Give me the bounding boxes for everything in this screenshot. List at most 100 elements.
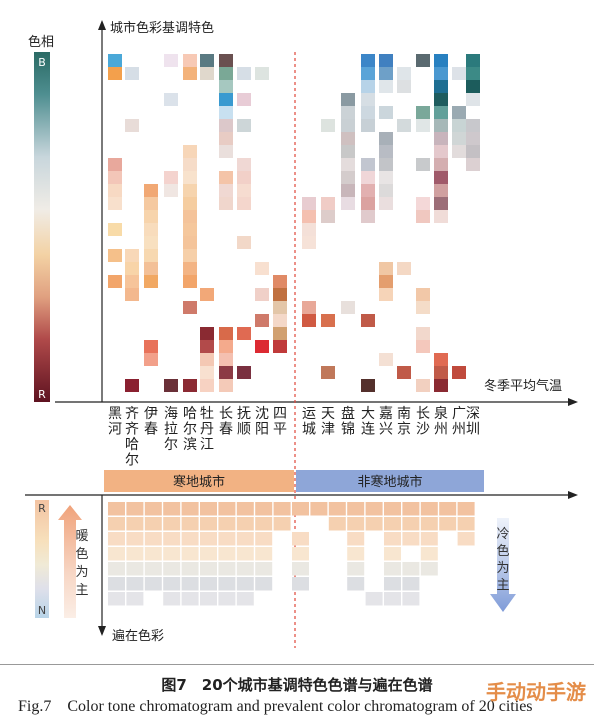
prevalent-swatch xyxy=(236,532,254,546)
tone-swatch xyxy=(434,54,448,67)
city-label-char: 津 xyxy=(321,422,335,438)
prevalent-swatch xyxy=(163,562,181,576)
tone-swatch xyxy=(397,366,411,379)
tone-swatch xyxy=(108,158,122,171)
prevalent-swatch xyxy=(181,517,199,531)
tone-swatch xyxy=(361,171,375,184)
tone-swatch xyxy=(273,340,287,353)
prevalent-swatch xyxy=(181,562,199,576)
tone-swatch xyxy=(341,106,355,119)
prevalent-swatch xyxy=(292,547,309,561)
tone-swatch xyxy=(200,353,214,366)
tone-swatch xyxy=(219,379,233,392)
tone-swatch xyxy=(416,301,430,314)
tone-swatch xyxy=(321,197,335,210)
y-axis-top-arrow xyxy=(98,20,106,30)
tone-swatch xyxy=(321,119,335,132)
tone-swatch xyxy=(397,262,411,275)
tone-swatch xyxy=(434,119,448,132)
tone-swatch xyxy=(144,236,158,249)
tone-swatch xyxy=(379,106,393,119)
tone-swatch xyxy=(379,132,393,145)
city-label-char: 黑 xyxy=(108,406,122,422)
prevalent-swatch xyxy=(292,532,309,546)
tone-swatch xyxy=(379,275,393,288)
tone-swatch xyxy=(125,379,139,392)
city-label-char: 嘉 xyxy=(379,406,393,422)
prevalent-swatch xyxy=(126,547,144,561)
tone-swatch xyxy=(434,184,448,197)
prevalent-swatch xyxy=(255,502,273,516)
tone-swatch xyxy=(397,67,411,80)
tone-swatch xyxy=(416,327,430,340)
tone-swatch xyxy=(452,106,466,119)
prevalent-swatch xyxy=(108,562,125,576)
tone-swatch xyxy=(434,379,448,392)
tone-swatch xyxy=(361,379,375,392)
prevalent-swatch xyxy=(347,532,365,546)
tone-swatch xyxy=(452,119,466,132)
arrow-text-char: 色 xyxy=(496,543,509,559)
prevalent-swatch xyxy=(144,517,162,531)
tone-swatch xyxy=(255,67,269,80)
prevalent-swatch xyxy=(181,547,199,561)
tone-swatch xyxy=(361,80,375,93)
tone-swatch xyxy=(302,301,316,314)
second-axis-arrow xyxy=(568,491,578,499)
tone-swatch xyxy=(379,54,393,67)
prevalent-swatch xyxy=(255,547,273,561)
prevalent-swatch xyxy=(420,502,438,516)
tone-swatch xyxy=(452,67,466,80)
tone-swatch xyxy=(273,314,287,327)
tone-swatch xyxy=(219,327,233,340)
tone-swatch xyxy=(144,210,158,223)
tone-swatch xyxy=(379,262,393,275)
tone-swatch xyxy=(379,197,393,210)
tone-swatch xyxy=(273,301,287,314)
tone-swatch xyxy=(219,119,233,132)
tone-swatch xyxy=(379,184,393,197)
prevalent-swatch xyxy=(255,517,273,531)
prevalent-swatch xyxy=(420,532,438,546)
tone-swatch xyxy=(237,197,251,210)
warm-arrow xyxy=(58,505,82,618)
city-label-char: 尔 xyxy=(164,437,178,453)
cool-arrow xyxy=(490,518,516,612)
city-label-char: 平 xyxy=(273,422,287,438)
arrow-text-char: 主 xyxy=(496,578,509,593)
city-label-char: 江 xyxy=(200,437,214,453)
tone-swatch xyxy=(341,197,355,210)
tone-swatch xyxy=(416,158,430,171)
tone-swatch xyxy=(183,184,197,197)
city-label-char: 盘 xyxy=(341,405,355,422)
tone-swatch xyxy=(466,67,480,80)
tone-swatch xyxy=(255,340,269,353)
hue-gradient-bar xyxy=(34,52,50,402)
city-label-char: 滨 xyxy=(183,437,197,453)
prevalent-swatch xyxy=(218,532,236,546)
tone-swatch xyxy=(164,93,178,106)
city-label-char: 尔 xyxy=(125,453,139,469)
tone-swatch xyxy=(237,67,251,80)
prevalent-swatch xyxy=(108,517,125,531)
tone-swatch xyxy=(164,171,178,184)
tone-swatch xyxy=(219,106,233,119)
prevalent-swatches xyxy=(108,502,475,606)
prevalent-swatch xyxy=(347,502,365,516)
city-label-char: 丹 xyxy=(200,422,214,438)
city-label-char: 阳 xyxy=(255,422,269,438)
prevalent-swatch xyxy=(126,577,144,591)
prevalent-swatch xyxy=(163,547,181,561)
city-label-char: 长 xyxy=(416,406,430,422)
tone-swatch xyxy=(434,353,448,366)
tone-swatch xyxy=(379,353,393,366)
tone-swatch xyxy=(219,93,233,106)
prevalent-top-label: R xyxy=(38,502,46,515)
tone-swatch xyxy=(219,145,233,158)
tone-swatch xyxy=(361,184,375,197)
tone-swatch xyxy=(183,301,197,314)
tone-swatch xyxy=(466,93,480,106)
cool-arrow-shape xyxy=(490,518,516,612)
prevalent-swatch xyxy=(384,592,401,606)
